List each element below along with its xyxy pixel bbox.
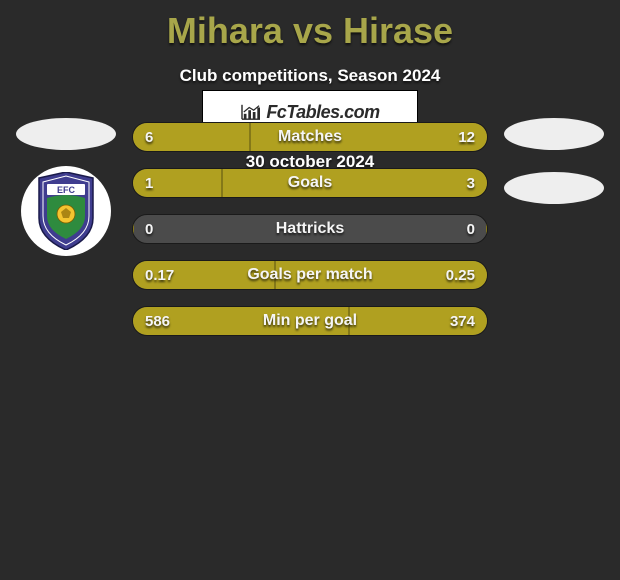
stat-label: Hattricks: [133, 215, 487, 243]
subtitle: Club competitions, Season 2024: [0, 66, 620, 86]
right-player-column: [504, 118, 604, 226]
chart-icon: [240, 103, 262, 121]
stat-fill-left: [133, 123, 250, 151]
right-player-placeholder-icon: [504, 118, 604, 150]
stat-bar: Hattricks0 0: [132, 214, 488, 244]
left-player-column: EFC: [16, 118, 116, 256]
stat-fill-right: [486, 215, 487, 243]
left-player-placeholder-icon: [16, 118, 116, 150]
comparison-bars: Matches612 Goals13 Hattricks0 0 Goals per ma…: [132, 122, 488, 352]
stat-fill-right: [222, 169, 488, 197]
stat-value-left: 0: [145, 215, 153, 243]
stat-bar: Goals13: [132, 168, 488, 198]
svg-text:EFC: EFC: [57, 185, 76, 195]
stat-bar: Min per goal586374: [132, 306, 488, 336]
brand-text: FcTables.com: [266, 102, 379, 123]
left-club-badge-icon: EFC: [21, 166, 111, 256]
stat-fill-left: [133, 307, 349, 335]
stat-fill-left: [133, 261, 275, 289]
right-club-placeholder-icon: [504, 172, 604, 204]
stat-fill-right: [275, 261, 487, 289]
stat-value-right: 0: [467, 215, 475, 243]
stat-fill-right: [250, 123, 487, 151]
stat-bar: Goals per match0.170.25: [132, 260, 488, 290]
stat-bar: Matches612: [132, 122, 488, 152]
stat-fill-left: [133, 169, 222, 197]
page-title: Mihara vs Hirase: [0, 0, 620, 52]
stat-fill-left: [133, 215, 134, 243]
stat-fill-right: [349, 307, 487, 335]
